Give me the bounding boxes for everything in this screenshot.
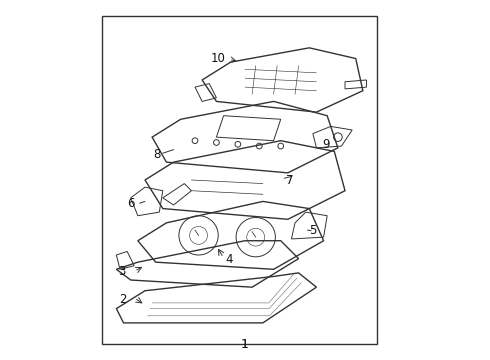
Text: 1: 1 <box>241 338 249 351</box>
Text: 2: 2 <box>120 293 127 306</box>
Text: 9: 9 <box>322 138 329 151</box>
Text: 3: 3 <box>118 265 125 278</box>
Text: 4: 4 <box>225 253 233 266</box>
Text: 7: 7 <box>286 174 294 186</box>
Text: 5: 5 <box>309 224 317 237</box>
Text: 8: 8 <box>154 148 161 162</box>
Text: 10: 10 <box>211 52 225 65</box>
Text: 6: 6 <box>127 197 134 210</box>
